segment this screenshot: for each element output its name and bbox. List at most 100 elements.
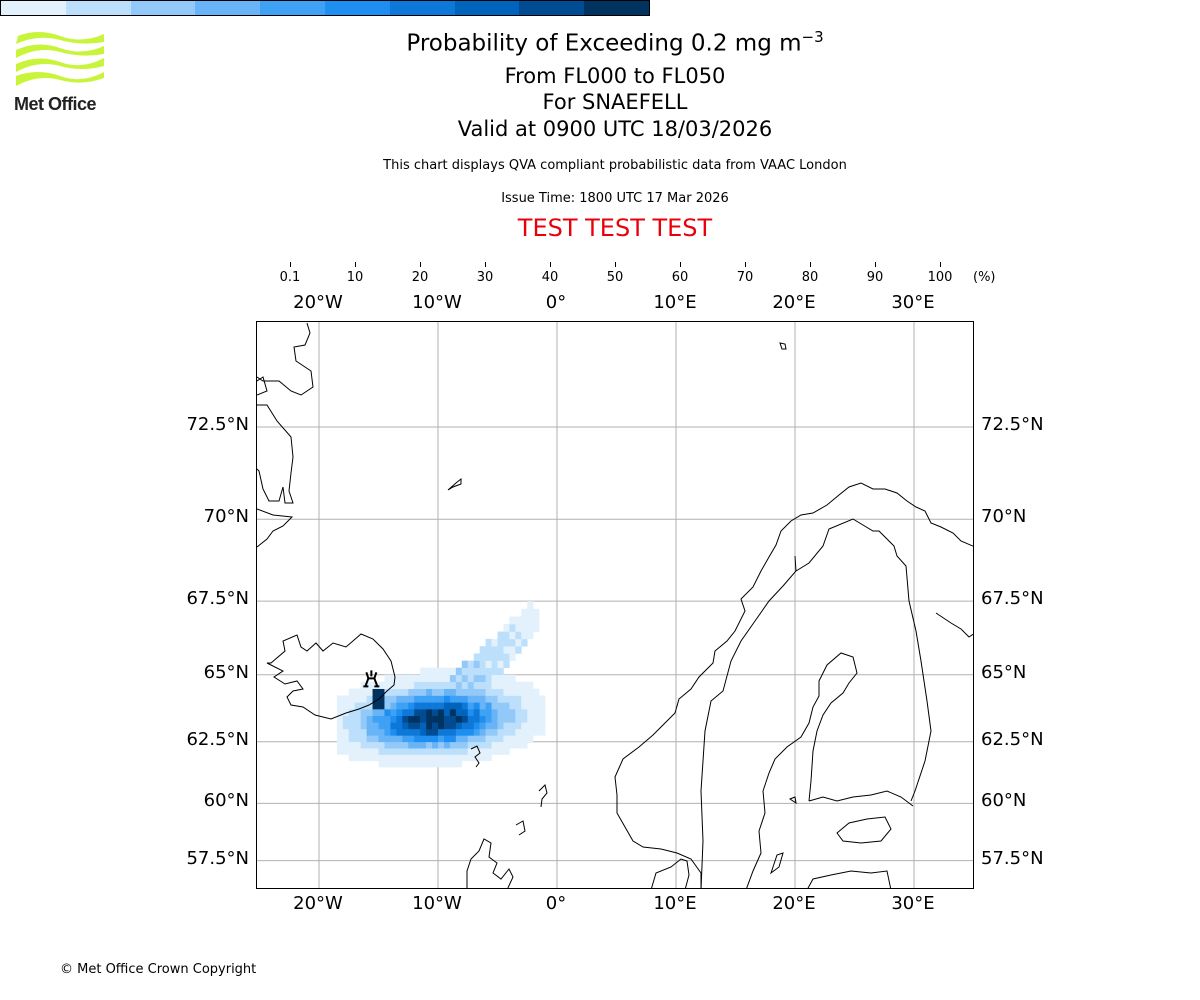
plume-cell [384, 735, 391, 743]
plume-cell [449, 748, 457, 755]
plume-cell [491, 660, 498, 669]
plume-cell [527, 715, 534, 723]
volcano-name: For SNAEFELL [542, 90, 688, 114]
plume-cell [384, 754, 391, 762]
plume-cell [461, 688, 469, 696]
plume-cell [420, 735, 427, 743]
plume-cell [467, 681, 474, 689]
axis-tick-label: 57.5°N [981, 847, 1044, 869]
axis-tick-label: 67.5°N [186, 588, 249, 610]
plume-cell [366, 688, 373, 696]
plume-cell [479, 674, 486, 683]
plume-cell [521, 709, 528, 716]
plume-cell [479, 722, 486, 730]
plume-cell [372, 715, 379, 723]
plume-cell [384, 741, 391, 749]
plume-cell [372, 754, 379, 762]
plume-cell [414, 754, 421, 762]
plume-cell [539, 695, 546, 703]
plume-cell [497, 660, 504, 669]
plume-cell [348, 695, 355, 703]
plume-cell [515, 695, 522, 703]
plume-cell [366, 735, 373, 743]
plume-cell [485, 709, 492, 716]
plume-cell [420, 748, 427, 755]
plume-cell [354, 722, 361, 730]
plume-cell [485, 667, 492, 676]
plume-cell [503, 660, 510, 669]
axis-tick-label: 62.5°N [981, 728, 1044, 750]
plume-cell [366, 702, 373, 710]
plume-cell [402, 754, 409, 762]
plume-cell [485, 653, 492, 661]
plume-cell [426, 741, 433, 749]
plume-cell [479, 709, 486, 716]
plume-cell [360, 741, 367, 749]
plume-cell [414, 741, 421, 749]
plume-cell [533, 624, 540, 632]
plume-cell [539, 702, 546, 710]
plume-cell [527, 624, 534, 632]
plume-cell [461, 728, 469, 736]
plume-cell [455, 741, 463, 749]
test-banner: TEST TEST TEST [517, 214, 713, 242]
plume-cell [491, 695, 498, 703]
plume-cell [497, 722, 504, 730]
plume-cell [455, 715, 463, 723]
plume-cell [443, 748, 451, 755]
plume-cell [336, 728, 344, 736]
plume-cell [408, 741, 415, 749]
colorbar-tick [745, 262, 746, 267]
plume-cell [360, 681, 367, 689]
plume-cell [455, 735, 463, 743]
plume-cell [449, 695, 457, 703]
plume-cell [515, 688, 522, 696]
plume-cell [473, 653, 480, 661]
plume-cell [396, 754, 403, 762]
plume-cell [485, 695, 492, 703]
plume-cell [420, 709, 427, 716]
plume-cell [479, 728, 486, 736]
plume-cell [414, 748, 421, 755]
plume-cell [378, 702, 385, 710]
plume-cell [473, 695, 480, 703]
plume-cell [372, 728, 379, 736]
plume-cell [533, 616, 540, 625]
plume-cell [473, 748, 480, 755]
axis-tick-label: 30°E [891, 893, 935, 914]
coast-shetland [538, 784, 548, 808]
plume-cell [378, 695, 385, 703]
plume-cell [390, 748, 397, 755]
plume-cell [515, 728, 522, 736]
plume-cell [503, 715, 510, 723]
plume-cell [420, 760, 427, 768]
plume-cell [473, 674, 480, 683]
plume-cell [491, 674, 498, 683]
plume-cell [426, 722, 433, 730]
valid-time: Valid at 0900 UTC 18/03/2026 [457, 117, 773, 141]
plume-cell [432, 754, 439, 762]
plume-cell [461, 695, 469, 703]
plume-cell [438, 674, 445, 683]
plume-cell [521, 735, 528, 743]
coast-scandinavia [614, 482, 973, 888]
plume-cell [438, 722, 445, 730]
axis-tick-label: 10°W [412, 893, 462, 914]
plume-cell [491, 702, 498, 710]
plume-cell [491, 688, 498, 696]
plume-cell [342, 735, 350, 743]
plume-cell [443, 715, 451, 723]
plume-cell [509, 646, 516, 654]
plume-cell [503, 728, 510, 736]
plume-cell [503, 702, 510, 710]
plume-cell [461, 715, 469, 723]
plume-cell [515, 702, 522, 710]
plume-cell [443, 722, 451, 730]
axis-tick-label: 65°N [203, 661, 249, 683]
plume-cell [491, 741, 498, 749]
plume-cell [402, 681, 409, 689]
colorbar [0, 0, 650, 16]
plume-cell [438, 709, 445, 716]
plume-cell [527, 601, 534, 610]
plume-cell [443, 735, 451, 743]
